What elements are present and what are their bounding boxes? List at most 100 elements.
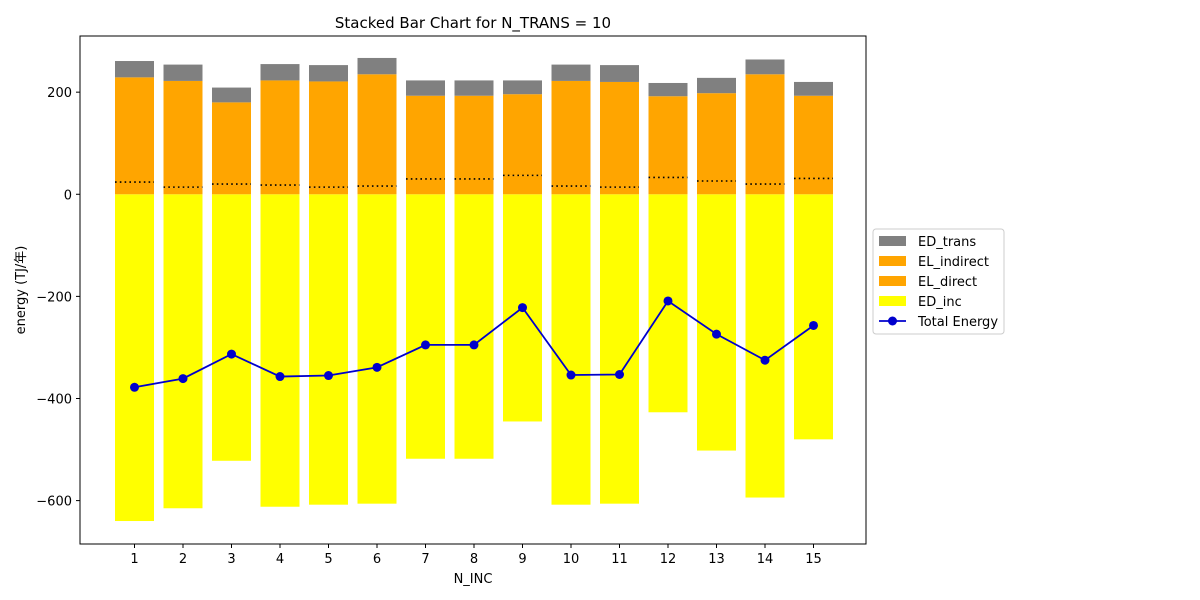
bar-ed-trans bbox=[309, 65, 348, 82]
x-tick-label: 9 bbox=[518, 552, 526, 567]
legend-label: Total Energy bbox=[917, 315, 998, 330]
total-energy-point bbox=[227, 349, 236, 359]
bar-el-indirect bbox=[454, 95, 494, 179]
bar-el-indirect bbox=[406, 95, 445, 179]
x-tick-label: 3 bbox=[227, 552, 235, 567]
total-energy-point bbox=[663, 296, 673, 306]
bar-ed-inc bbox=[600, 194, 639, 504]
bar-el-direct bbox=[309, 187, 348, 195]
legend-label: EL_direct bbox=[918, 275, 977, 290]
legend-swatch bbox=[879, 296, 906, 306]
total-energy-layer bbox=[130, 296, 818, 392]
y-tick-label: 200 bbox=[47, 86, 72, 101]
bar-el-direct bbox=[794, 178, 833, 195]
bar-ed-inc bbox=[745, 194, 785, 498]
bar-el-direct bbox=[454, 178, 494, 195]
total-energy-point bbox=[469, 340, 479, 350]
total-energy-point bbox=[324, 371, 333, 381]
bar-ed-inc bbox=[163, 194, 203, 509]
bars-layer bbox=[115, 57, 833, 522]
x-axis: 1 2 3 4 5 6 7 8 9 10 11 12 13 14 15 bbox=[130, 544, 822, 567]
bar-ed-inc bbox=[794, 194, 833, 440]
chart-title: Stacked Bar Chart for N_TRANS = 10 bbox=[335, 14, 611, 33]
bar-ed-trans bbox=[503, 80, 542, 95]
legend-swatch bbox=[879, 236, 906, 246]
bar-ed-trans bbox=[454, 80, 494, 96]
total-energy-point bbox=[809, 320, 818, 330]
bar-el-direct bbox=[600, 187, 639, 195]
bar-el-direct bbox=[697, 180, 736, 195]
bar-el-indirect bbox=[503, 94, 542, 176]
legend-swatch bbox=[879, 256, 906, 266]
bar-el-indirect bbox=[551, 80, 591, 187]
bar-el-indirect bbox=[648, 96, 688, 178]
bar-ed-inc bbox=[406, 194, 445, 459]
bar-ed-trans bbox=[406, 80, 445, 96]
total-energy-point bbox=[372, 362, 382, 372]
legend: ED_trans EL_indirect EL_direct ED_inc Total … bbox=[872, 228, 1005, 335]
bar-el-indirect bbox=[697, 93, 736, 181]
x-tick-label: 7 bbox=[421, 552, 429, 567]
x-tick-label: 1 bbox=[130, 552, 138, 567]
total-energy-point bbox=[615, 369, 624, 379]
bar-el-direct bbox=[115, 182, 154, 195]
legend-frame bbox=[872, 228, 1005, 335]
total-energy-point bbox=[760, 355, 770, 365]
bar-ed-trans bbox=[648, 82, 688, 97]
x-axis-label: N_INC bbox=[454, 572, 493, 587]
total-energy-point bbox=[712, 329, 721, 339]
total-energy-point bbox=[518, 303, 527, 313]
bar-ed-inc bbox=[697, 194, 736, 451]
bar-ed-trans bbox=[745, 59, 785, 75]
bar-ed-inc bbox=[260, 194, 300, 507]
legend-marker bbox=[888, 316, 897, 326]
bar-el-indirect bbox=[745, 74, 785, 185]
x-tick-label: 6 bbox=[373, 552, 381, 567]
total-energy-point bbox=[275, 372, 285, 382]
bar-ed-inc bbox=[551, 194, 591, 505]
bar-ed-inc bbox=[309, 194, 348, 505]
x-tick-label: 8 bbox=[470, 552, 478, 567]
bar-el-indirect bbox=[115, 77, 154, 183]
bar-el-indirect bbox=[212, 102, 251, 185]
bar-el-indirect bbox=[309, 81, 348, 188]
legend-label: EL_indirect bbox=[918, 255, 989, 270]
x-tick-label: 15 bbox=[805, 552, 822, 567]
bar-ed-trans bbox=[357, 57, 397, 75]
bar-ed-inc bbox=[212, 194, 251, 461]
x-tick-label: 13 bbox=[708, 552, 725, 567]
legend-label: ED_trans bbox=[918, 235, 976, 250]
bar-ed-trans bbox=[163, 64, 203, 81]
y-tick-label: −600 bbox=[36, 495, 72, 510]
legend-swatch bbox=[879, 276, 906, 286]
bar-ed-trans bbox=[212, 87, 251, 103]
bar-el-indirect bbox=[794, 95, 833, 179]
bar-el-direct bbox=[503, 175, 542, 195]
bar-el-direct bbox=[163, 187, 203, 195]
x-tick-label: 5 bbox=[324, 552, 332, 567]
y-axis-label: energy (TJ/年) bbox=[14, 246, 29, 335]
x-tick-label: 11 bbox=[611, 552, 628, 567]
x-tick-label: 4 bbox=[276, 552, 284, 567]
total-energy-point bbox=[566, 370, 576, 380]
bar-ed-trans bbox=[794, 81, 833, 96]
bar-el-direct bbox=[406, 178, 445, 195]
el-direct-markers-layer bbox=[115, 174, 833, 188]
bar-el-indirect bbox=[260, 80, 300, 186]
bar-ed-trans bbox=[115, 61, 154, 78]
x-tick-label: 14 bbox=[757, 552, 774, 567]
bar-ed-trans bbox=[551, 64, 591, 81]
bar-ed-trans bbox=[697, 77, 736, 94]
y-tick-label: −400 bbox=[36, 392, 72, 407]
total-energy-point bbox=[421, 340, 430, 350]
bar-el-direct bbox=[648, 177, 688, 195]
bar-ed-inc bbox=[357, 194, 397, 504]
bar-el-indirect bbox=[357, 74, 397, 187]
y-tick-label: −200 bbox=[36, 290, 72, 305]
bar-ed-inc bbox=[454, 194, 494, 459]
bar-el-direct bbox=[212, 184, 251, 195]
bar-el-direct bbox=[745, 184, 785, 195]
x-tick-label: 10 bbox=[563, 552, 580, 567]
x-tick-label: 2 bbox=[179, 552, 187, 567]
